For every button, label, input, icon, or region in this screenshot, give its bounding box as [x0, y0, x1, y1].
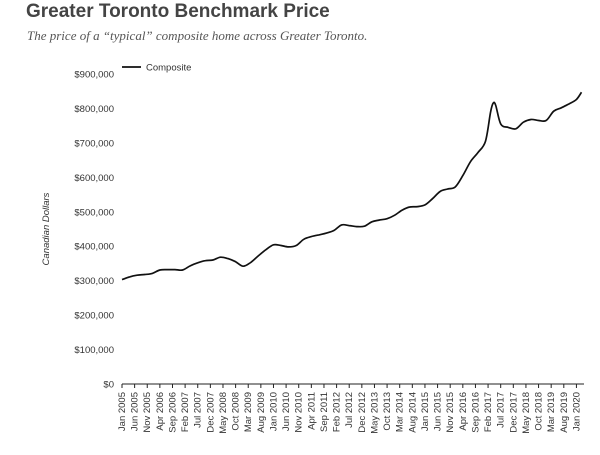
x-tick-label: Sep 2006	[167, 392, 178, 433]
x-tick-label: Apr 2006	[155, 392, 166, 431]
y-tick-label: $200,000	[74, 311, 114, 322]
x-tick-label: May 2008	[218, 392, 229, 434]
x-tick-label: Jul 2007	[193, 392, 204, 428]
y-tick-label: $900,000	[74, 70, 114, 81]
x-tick-label: Feb 2012	[332, 392, 343, 432]
x-tick-label: Oct 2018	[534, 392, 545, 431]
y-axis: $0 $100,000 $200,000 $300,000 $400,000 $500,0…	[74, 70, 114, 391]
y-axis-label: Canadian Dollars	[41, 192, 52, 265]
x-tick-label: Jan 2005	[117, 392, 128, 431]
x-tick-label: Apr 2016	[458, 392, 469, 431]
x-tick-label: Mar 2009	[243, 392, 254, 432]
x-tick-label: Sep 2011	[319, 392, 330, 432]
x-tick-label: Dec 2017	[508, 392, 519, 433]
y-tick-label: $300,000	[74, 276, 114, 287]
x-tick-label: Oct 2008	[231, 392, 242, 431]
x-tick-label: Dec 2012	[357, 392, 368, 433]
x-tick-label: Apr 2011	[306, 392, 317, 430]
x-tick-label: Jun 2010	[281, 392, 292, 431]
series-line-composite	[121, 91, 583, 281]
x-tick-label: May 2018	[521, 392, 532, 434]
x-tick-label: Aug 2009	[256, 392, 267, 433]
x-tick-label: Aug 2014	[407, 392, 418, 433]
y-tick-label: $100,000	[74, 345, 114, 356]
y-tick-label: $800,000	[74, 104, 114, 115]
x-tick-label: Jan 2010	[268, 392, 279, 431]
x-tick-label: Jan 2020	[571, 392, 582, 431]
x-tick-label: Jul 2017	[496, 392, 507, 428]
legend: Composite	[122, 63, 191, 74]
x-tick-label: Oct 2013	[382, 392, 393, 431]
y-tick-label: $700,000	[74, 138, 114, 149]
y-tick-label: $400,000	[74, 242, 114, 253]
y-tick-label: $600,000	[74, 173, 114, 184]
x-tick-label: Nov 2015	[445, 392, 456, 433]
x-tick-label: Feb 2007	[180, 392, 191, 432]
y-tick-label: $0	[103, 380, 114, 391]
x-tick-label: Jul 2012	[344, 392, 355, 428]
x-tick-label: Jun 2015	[433, 392, 444, 431]
x-tick-label: Jun 2005	[130, 392, 141, 431]
x-tick-label: Nov 2010	[294, 392, 305, 433]
x-tick-label: Mar 2014	[395, 392, 406, 432]
legend-label: Composite	[146, 63, 191, 74]
x-tick-label: Feb 2017	[483, 392, 494, 432]
x-tick-label: Sep 2016	[470, 392, 481, 433]
x-tick-label: Jan 2015	[420, 392, 431, 431]
plot-area	[121, 91, 583, 281]
x-tick-label: Nov 2005	[142, 392, 153, 433]
x-tick-label: May 2013	[369, 392, 380, 434]
y-tick-label: $500,000	[74, 207, 114, 218]
x-tick-label: Mar 2019	[546, 392, 557, 432]
chart-subtitle: The price of a “typical” composite home …	[27, 28, 368, 43]
x-tick-label: Dec 2007	[205, 392, 216, 433]
chart-title: Greater Toronto Benchmark Price	[26, 1, 330, 22]
x-tick-label: Aug 2019	[559, 392, 570, 433]
x-axis: Jan 2005 Jun 2005 Nov 2005 Apr 2006 Sep 2006…	[117, 383, 584, 434]
